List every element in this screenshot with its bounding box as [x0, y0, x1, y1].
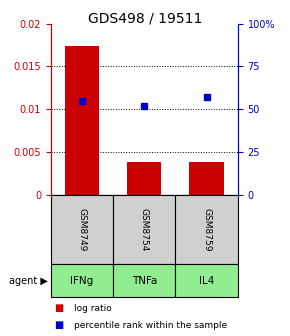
- Text: GDS498 / 19511: GDS498 / 19511: [88, 12, 202, 26]
- Text: ■: ■: [54, 320, 63, 330]
- Text: IL4: IL4: [199, 276, 214, 286]
- Text: percentile rank within the sample: percentile rank within the sample: [74, 321, 227, 330]
- Bar: [189, 162, 224, 195]
- Text: GSM8759: GSM8759: [202, 208, 211, 251]
- Text: log ratio: log ratio: [74, 304, 112, 313]
- Bar: [65, 46, 99, 195]
- Text: GSM8754: GSM8754: [140, 208, 149, 251]
- Text: IFNg: IFNg: [70, 276, 94, 286]
- Bar: [127, 162, 162, 195]
- Text: ■: ■: [54, 303, 63, 313]
- Text: GSM8749: GSM8749: [77, 208, 86, 251]
- Text: TNFa: TNFa: [132, 276, 157, 286]
- Text: agent ▶: agent ▶: [9, 276, 48, 286]
